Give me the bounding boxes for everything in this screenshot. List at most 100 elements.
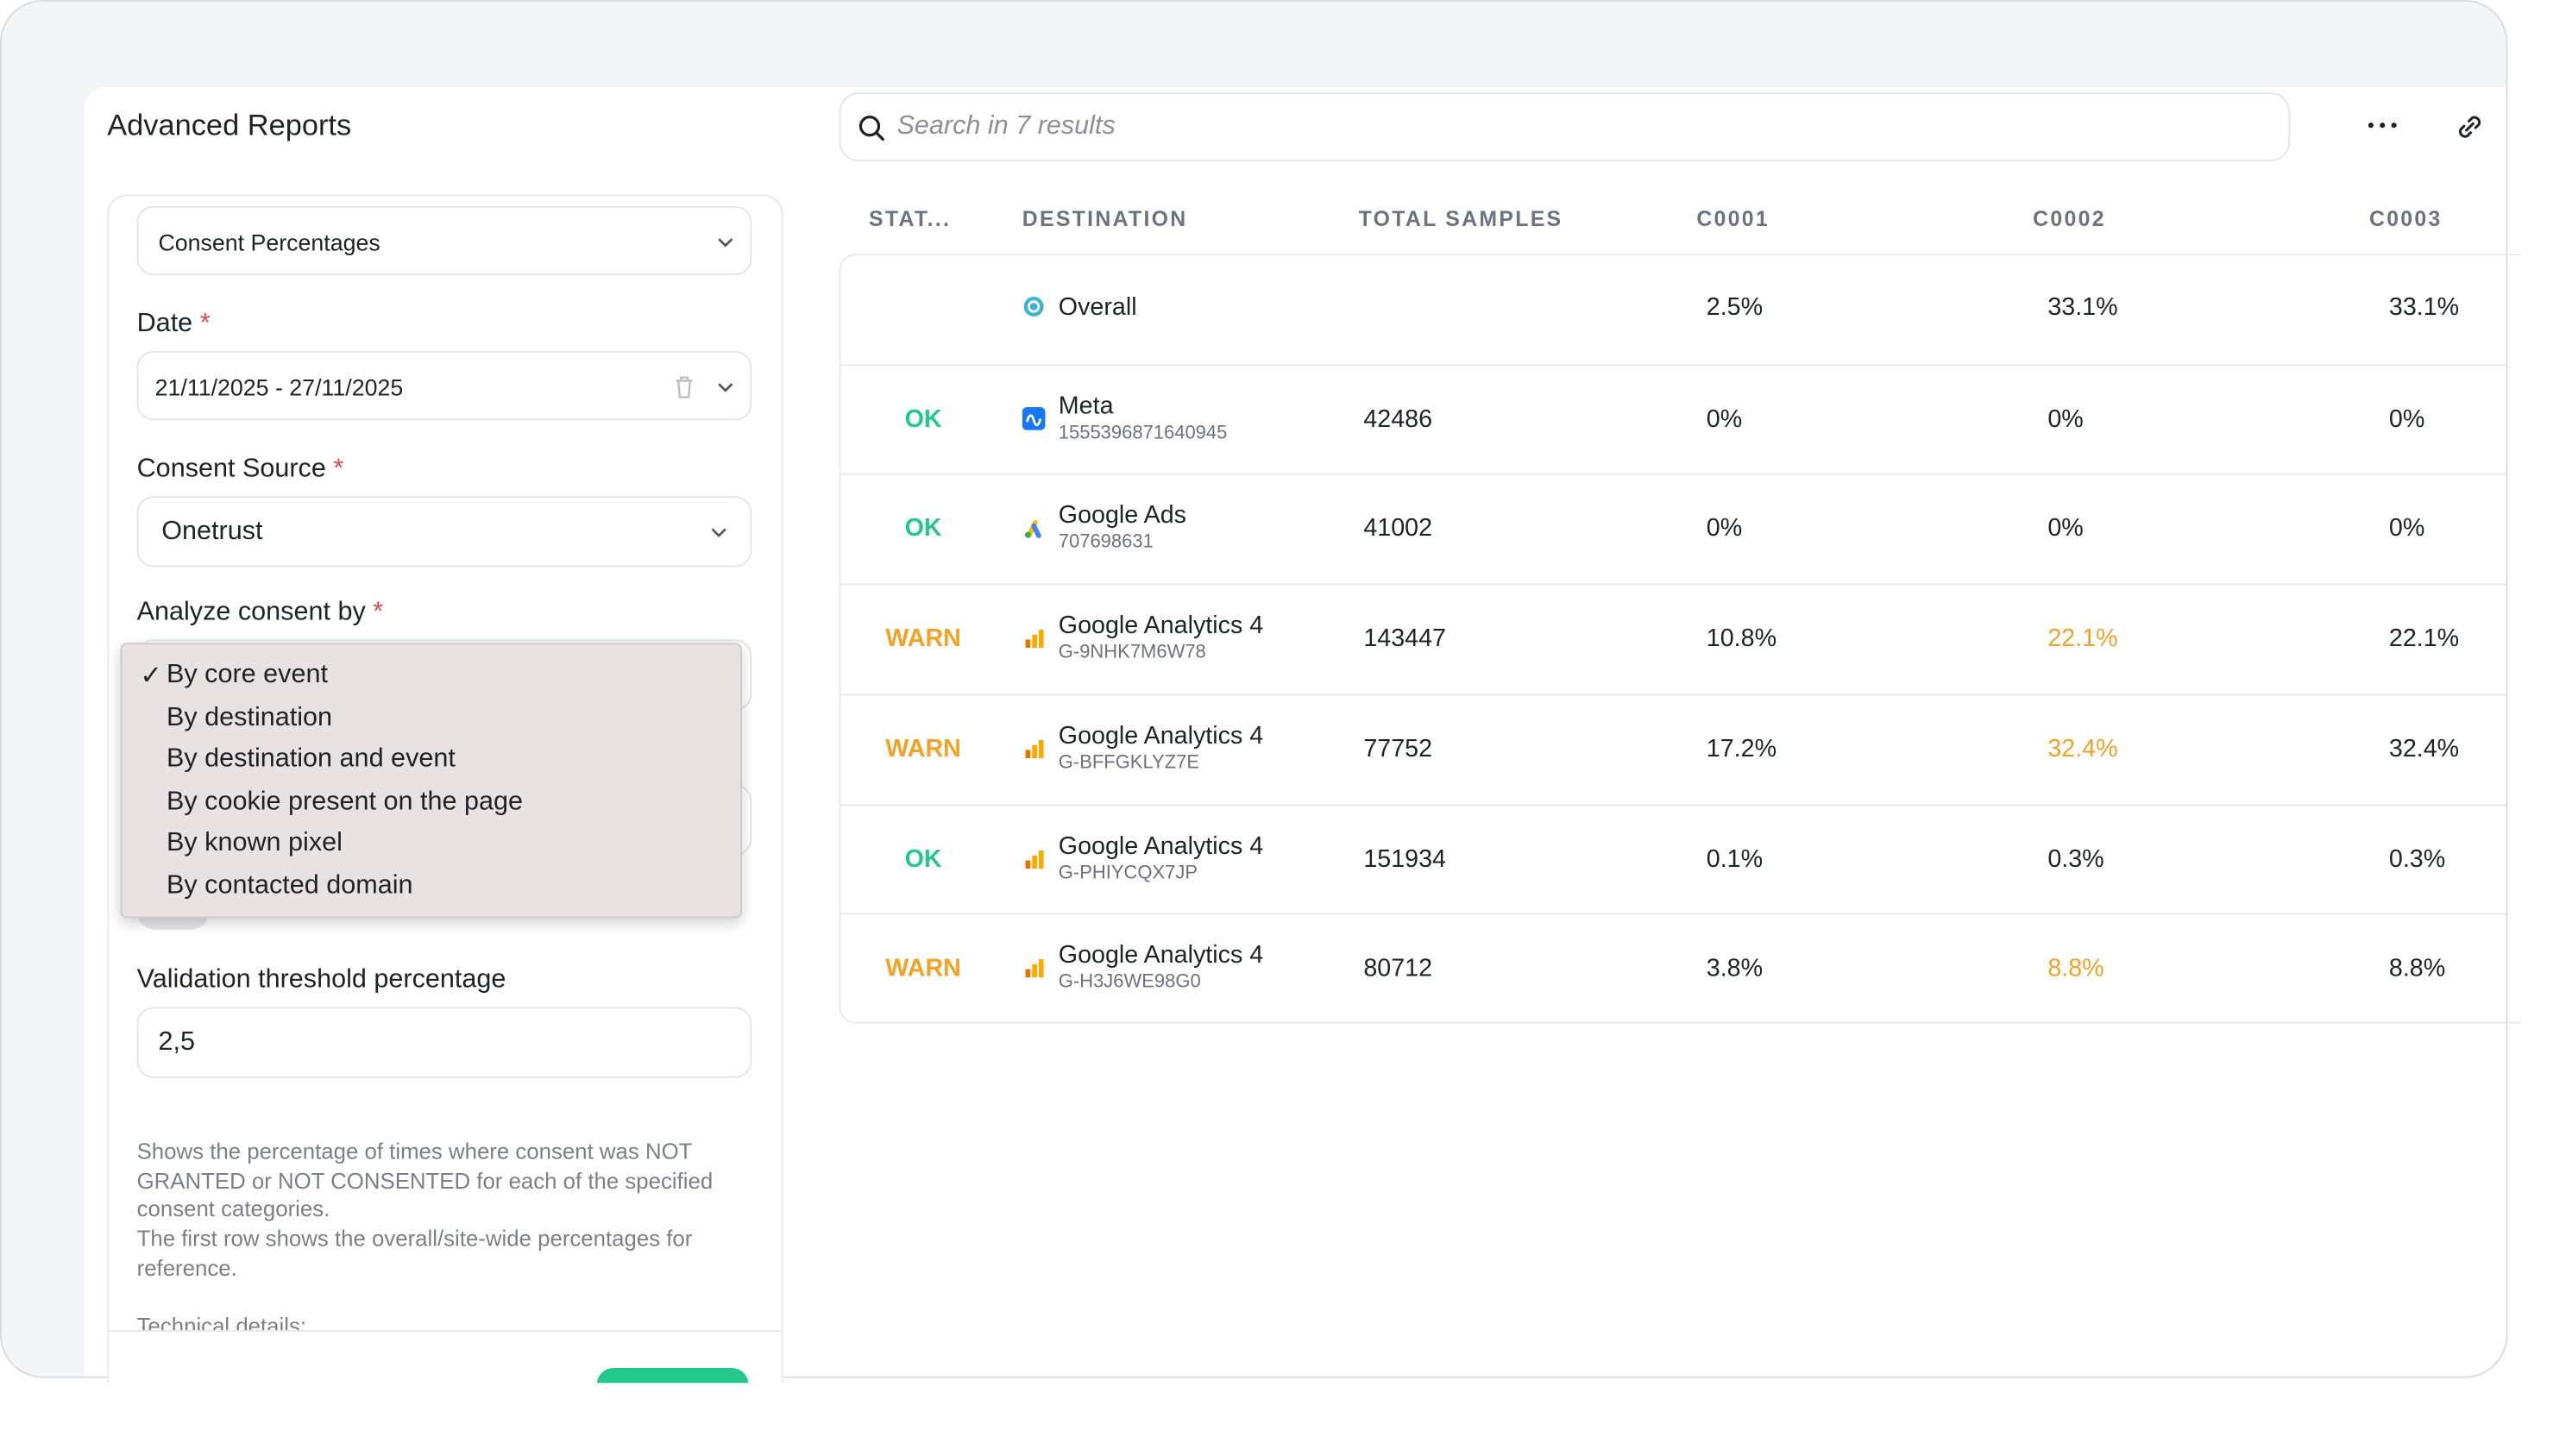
link-button[interactable] [2453,110,2486,143]
search-icon [858,116,885,141]
input-value: 2,5 [158,1028,195,1057]
results-table: STAT... DESTINATION TOTAL SAMPLES C0001 C000… [839,181,2521,1039]
total-samples: 42486 [1363,405,1433,433]
dropdown-option[interactable]: By known pixel [122,823,740,864]
status: OK [904,405,942,433]
date-value: 21/11/2025 - 27/11/2025 [154,373,404,401]
table-row: WARN Google Analytics 4 G-H3J6WE98G0 80712 3… [839,913,2506,1025]
dropdown-option[interactable]: By destination [122,697,740,738]
c0003-value: 0.3% [2388,844,2446,873]
status: WARN [885,734,961,763]
destination-name: Google Analytics 4 [1058,941,1264,970]
table-row: OK Meta 1555396871640945 42486 0% 0% 0% [839,363,2506,475]
destination-id: G-9NHK7M6W78 [1058,643,1206,663]
status: WARN [885,624,961,653]
report-select[interactable]: Consent Percentages [136,205,752,276]
c0002-value: 0.3% [2047,844,2104,873]
clear-icon[interactable] [673,374,696,401]
field-label: Consent Source * [136,455,344,483]
total-samples: 80712 [1363,954,1433,983]
more-button[interactable] [2362,112,2402,139]
total-samples: 143447 [1363,624,1446,653]
destination-icon [1022,846,1046,869]
dropdown-option[interactable]: ✓ By core event [122,655,740,696]
chevron [711,528,726,537]
status: OK [904,844,942,873]
window [0,0,2508,1378]
c0001-value: 2.5% [1706,293,1764,322]
destination-name: Google Analytics 4 [1058,612,1264,640]
search-box[interactable]: Search in 7 results [839,92,2291,162]
total-samples: 77752 [1363,734,1433,763]
label-text: Consent Source [136,455,326,483]
status: OK [904,514,942,543]
total-samples: 151934 [1363,844,1446,873]
table-row: WARN Google Analytics 4 G-9NHK7M6W78 143447… [839,583,2506,695]
destination-name: Google Analytics 4 [1058,721,1264,750]
destination-id: 707698631 [1058,532,1154,553]
field-label: Analyze consent by * [136,598,384,627]
option-text: By destination and event [167,745,456,774]
option-text: By cookie present on the page [167,788,524,816]
table-body [839,254,2521,1024]
table-row: Overall 2.5% 33.1% 33.1% [840,254,2506,363]
column-header: TOTAL SAMPLES [1358,205,1563,231]
total-samples: 41002 [1363,514,1433,543]
c0001-value: 3.8% [1706,954,1764,983]
dropdown-option[interactable]: By cookie present on the page [122,781,740,822]
dropdown-option[interactable]: By destination and event [122,738,740,780]
option-text: By contacted domain [167,871,413,901]
description: Shows the percentage of times where cons… [137,1138,747,1283]
check-icon: ✓ [140,662,163,691]
search-placeholder: Search in 7 results [896,111,1116,141]
table-row: OK Google Analytics 4 G-PHIYCQX7JP 151934 0.… [839,803,2506,915]
source-select[interactable]: Onetrust [136,496,752,568]
column-header: DESTINATION [1022,205,1188,231]
c0002-value: 33.1% [2047,293,2118,322]
destination-icon [1022,957,1046,980]
c0001-value: 0% [1706,405,1743,433]
dropdown-menu: ✓ By core event By destination By destinati… [120,643,742,919]
field-label: Date * [136,310,211,338]
c0002-value: 32.4% [2047,734,2118,763]
c0002-value: 8.8% [2047,954,2104,983]
c0003-value: 0% [2388,514,2425,543]
table-row: OK Google Ads 707698631 41002 0% 0% 0% [839,474,2506,585]
c0001-value: 0% [1706,514,1743,543]
destination-icon [1022,626,1046,650]
destination-icon [1022,517,1046,540]
c0003-value: 8.8% [2388,954,2446,983]
destination-id: G-BFFGKLYZ7E [1058,752,1200,773]
destination-icon [1022,295,1046,318]
option-text: By core event [167,661,328,689]
c0003-value: 0% [2388,405,2425,433]
column-header: C0001 [1696,205,1770,231]
dropdown-option[interactable]: By contacted domain [122,865,740,907]
destination-name: Overall [1058,293,1137,322]
date-input[interactable]: 21/11/2025 - 27/11/2025 [136,351,752,421]
option-text: By known pixel [167,829,343,858]
c0001-value: 17.2% [1706,734,1777,763]
description-line: The first row shows the overall/site-wid… [136,1226,693,1281]
column-header: STAT... [869,205,952,231]
c0003-value: 32.4% [2388,734,2460,763]
c0002-value: 0% [2047,405,2084,433]
c0002-value: 0% [2047,514,2084,543]
c0003-value: 33.1% [2388,293,2460,322]
select-value: Onetrust [161,518,263,546]
select-value: Consent Percentages [158,229,380,256]
destination-icon [1022,737,1046,760]
destination-name: Meta [1058,392,1114,420]
field-label: Validation threshold percentage [136,965,506,995]
c0001-value: 0.1% [1706,844,1764,873]
page-title: Advanced Reports [107,109,352,142]
destination-id: 1555396871640945 [1058,423,1228,443]
destination-name: Google Ads [1058,501,1187,530]
chevron [718,238,733,248]
c0001-value: 10.8% [1706,624,1777,653]
run-button[interactable] [596,1368,749,1384]
label-text: Analyze consent by [136,598,366,627]
threshold-input[interactable]: 2,5 [136,1007,752,1078]
description-line: Shows the percentage of times where cons… [136,1139,714,1222]
chevron [718,383,733,392]
